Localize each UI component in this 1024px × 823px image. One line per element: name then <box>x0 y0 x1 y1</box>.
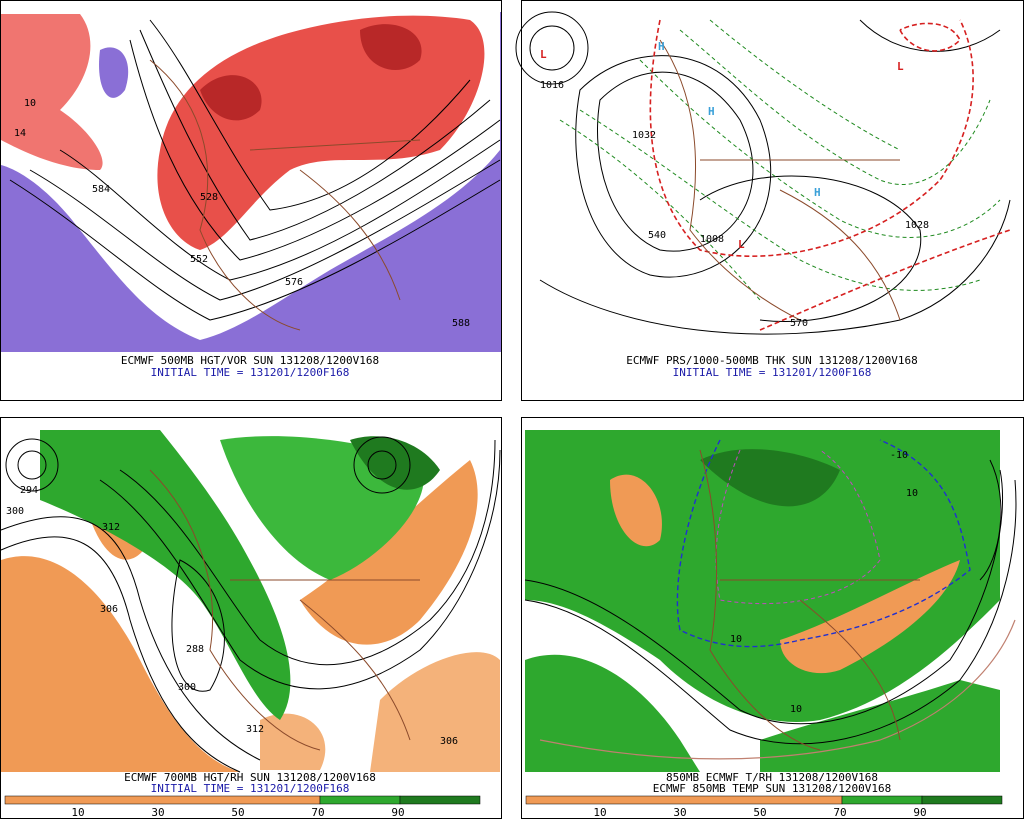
moist-core <box>350 436 440 490</box>
isobars <box>515 11 1011 335</box>
high-center: H <box>814 186 821 199</box>
contour-label: 576 <box>285 277 303 288</box>
vorticity-west <box>1 14 103 170</box>
dry-region <box>300 460 478 645</box>
temperature-cold <box>715 449 881 605</box>
contour-label: 312 <box>246 724 264 735</box>
contour-label: 10 <box>730 634 742 645</box>
contour-label: 552 <box>190 254 208 265</box>
coastlines <box>659 39 901 321</box>
contour-label: 10 <box>790 704 802 715</box>
contour-label: 588 <box>452 318 470 329</box>
high-center: H <box>658 40 665 53</box>
colorbar-label: 70 <box>311 806 324 819</box>
dry-region <box>1 556 240 772</box>
low-center: L <box>897 60 904 73</box>
panel-pressure: L L L H H H 1016 1032 1008 1028 540 570 … <box>515 0 1024 401</box>
thickness-warm <box>649 19 1011 331</box>
vorticity-max <box>157 15 485 251</box>
colorbar <box>4 795 481 805</box>
panel-500mb: 552 584 528 10 14 576 588 ECMWF 500MB HG… <box>0 0 502 401</box>
coastlines <box>149 59 421 331</box>
colorbar-label: 90 <box>391 806 404 819</box>
vorticity-core <box>200 24 422 121</box>
dry-region <box>260 652 500 772</box>
caption: 850MB ECMWF T/RH 131208/1200V168 <box>666 771 878 784</box>
colorbar <box>525 795 1003 805</box>
caption: ECMWF PRS/1000-500MB THK SUN 131208/1200… <box>626 354 917 367</box>
contour-label: 10 <box>906 488 918 499</box>
colorbar-label: 10 <box>593 806 606 819</box>
coastlines <box>699 449 920 751</box>
dry-region <box>610 474 662 547</box>
subcaption: INITIAL TIME = 131201/1200F168 <box>151 782 350 795</box>
contour-label: 306 <box>440 736 458 747</box>
coastlines <box>149 469 420 751</box>
colorbar-dry <box>4 795 321 805</box>
moist-region <box>40 430 291 720</box>
colorbar-moist <box>319 795 401 805</box>
colorbar-label: 30 <box>673 806 686 819</box>
contour-label: 528 <box>200 192 218 203</box>
subcaption: INITIAL TIME = 131201/1200F168 <box>673 366 872 379</box>
colorbar-moist <box>921 795 1003 805</box>
colorbar-label: 30 <box>151 806 164 819</box>
low-center: L <box>540 48 547 61</box>
contour-label: 306 <box>100 604 118 615</box>
contour-label: 294 <box>20 485 38 496</box>
panel-850mb: 10 -10 10 10 850MB ECMWF T/RH 131208/120… <box>521 417 1024 819</box>
contour-label: 584 <box>92 184 110 195</box>
panel-700mb: 300 312 306 294 288 300 312 306 ECMWF 70… <box>0 417 502 819</box>
colorbar-label: 50 <box>753 806 766 819</box>
high-center: H <box>708 105 715 118</box>
contour-label: 14 <box>14 128 26 139</box>
vorticity-min <box>99 47 129 98</box>
dry-region <box>780 560 960 674</box>
contour-label: 300 <box>6 506 24 517</box>
temperature-contours <box>524 459 1017 745</box>
subcaption: INITIAL TIME = 131201/1200F168 <box>151 366 350 379</box>
height-contours <box>0 436 501 773</box>
panel-frame <box>521 0 1024 401</box>
moist-region <box>525 654 1000 772</box>
contour-label: 312 <box>102 522 120 533</box>
contour-label: 10 <box>24 98 36 109</box>
low-center: L <box>738 238 745 251</box>
contour-label: 1028 <box>905 220 929 231</box>
temperature-warm <box>539 619 1016 760</box>
contour-label: -10 <box>890 450 908 461</box>
colorbar-label: 70 <box>833 806 846 819</box>
colorbar-dry <box>525 795 843 805</box>
contour-label: 300 <box>178 682 196 693</box>
contour-label: 1008 <box>700 234 724 245</box>
height-contours <box>9 19 501 321</box>
subcaption: ECMWF 850MB TEMP SUN 131208/1200V168 <box>653 782 891 795</box>
contour-label: 288 <box>186 644 204 655</box>
contour-label: 1032 <box>632 130 656 141</box>
colorbar-label: 10 <box>71 806 84 819</box>
caption: ECMWF 700MB HGT/RH SUN 131208/1200V168 <box>124 771 376 784</box>
contour-label: 570 <box>790 318 808 329</box>
caption: ECMWF 500MB HGT/VOR SUN 131208/1200V168 <box>121 354 379 367</box>
freezing-line <box>676 439 971 648</box>
colorbar-moist <box>399 795 481 805</box>
colorbar-moist <box>841 795 923 805</box>
contour-label: 540 <box>648 230 666 241</box>
contour-label: 1016 <box>540 80 564 91</box>
colorbar-label: 90 <box>913 806 926 819</box>
colorbar-label: 50 <box>231 806 244 819</box>
